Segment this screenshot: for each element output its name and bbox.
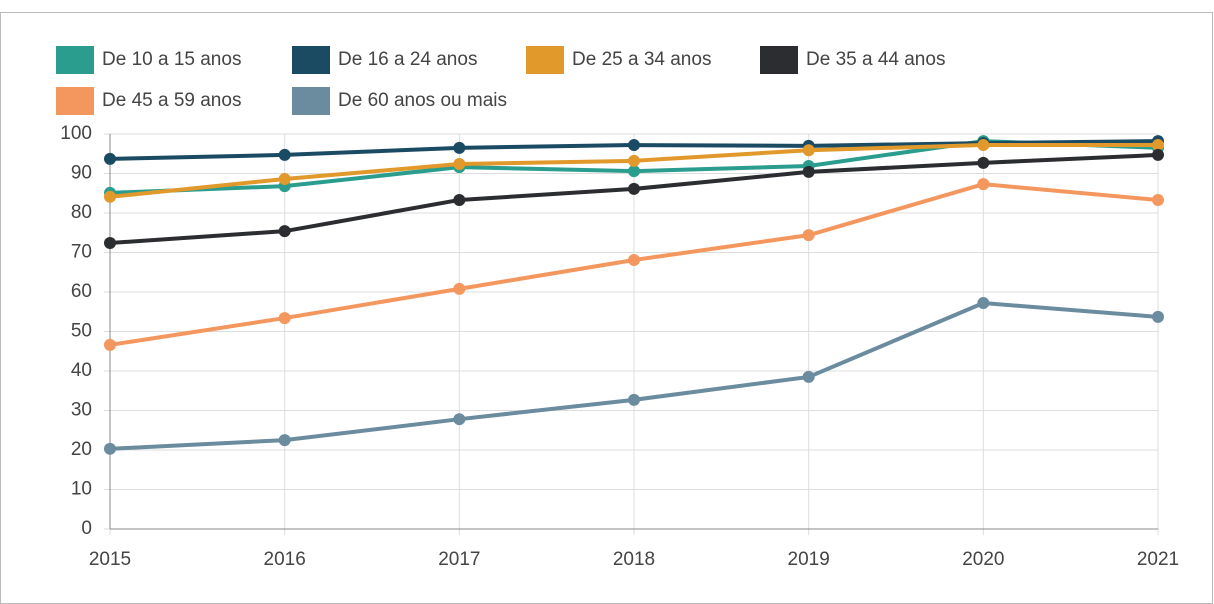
y-tick-label: 0 bbox=[81, 518, 92, 539]
legend-label: De 10 a 15 anos bbox=[102, 49, 241, 70]
x-tick-label: 2017 bbox=[438, 549, 480, 570]
legend-swatch bbox=[292, 87, 330, 115]
point bbox=[278, 434, 291, 447]
point bbox=[278, 225, 291, 238]
y-tick-label: 60 bbox=[71, 281, 92, 302]
y-tick-label: 80 bbox=[71, 202, 92, 223]
point bbox=[977, 139, 990, 152]
point bbox=[278, 148, 291, 161]
point bbox=[977, 156, 990, 169]
point bbox=[453, 413, 466, 426]
point bbox=[104, 190, 116, 203]
point bbox=[628, 154, 640, 167]
x-tick-label: 2019 bbox=[788, 549, 830, 570]
point bbox=[628, 139, 640, 152]
y-tick-label: 30 bbox=[71, 400, 92, 421]
point bbox=[104, 237, 116, 250]
point bbox=[1152, 139, 1164, 152]
legend-swatch bbox=[292, 46, 330, 74]
point bbox=[802, 144, 815, 157]
point bbox=[453, 141, 466, 154]
legend-label: De 60 anos ou mais bbox=[338, 90, 507, 111]
y-tick-label: 10 bbox=[71, 479, 92, 500]
legend-swatch bbox=[526, 46, 564, 74]
point bbox=[453, 158, 466, 171]
x-tick-label: 2016 bbox=[264, 549, 306, 570]
legend-label: De 45 a 59 anos bbox=[102, 90, 241, 111]
legend-label: De 35 a 44 anos bbox=[806, 49, 945, 70]
point bbox=[628, 254, 640, 267]
point bbox=[104, 152, 116, 165]
legend-label: De 16 a 24 anos bbox=[338, 49, 477, 70]
y-tick-label: 20 bbox=[71, 439, 92, 460]
point bbox=[628, 165, 640, 178]
point bbox=[278, 173, 291, 186]
x-tick-label: 2021 bbox=[1137, 549, 1179, 570]
point bbox=[802, 165, 815, 178]
legend-label: De 25 a 34 anos bbox=[572, 49, 711, 70]
point bbox=[977, 178, 990, 191]
legend-swatch bbox=[760, 46, 798, 74]
y-tick-label: 90 bbox=[71, 163, 92, 184]
point bbox=[104, 442, 116, 455]
y-tick-label: 40 bbox=[71, 360, 92, 381]
point bbox=[1152, 193, 1164, 206]
point bbox=[104, 338, 116, 351]
y-tick-label: 100 bbox=[60, 123, 92, 144]
point bbox=[977, 297, 990, 310]
point bbox=[453, 193, 466, 206]
point bbox=[1152, 148, 1164, 161]
x-tick-label: 2018 bbox=[613, 549, 655, 570]
point bbox=[802, 229, 815, 242]
point bbox=[628, 182, 640, 195]
point bbox=[453, 282, 466, 295]
point bbox=[1152, 310, 1164, 323]
x-tick-label: 2020 bbox=[962, 549, 1004, 570]
point bbox=[628, 393, 640, 406]
point bbox=[802, 370, 815, 383]
y-tick-label: 50 bbox=[71, 321, 92, 342]
legend-swatch bbox=[56, 46, 94, 74]
legend-swatch bbox=[56, 87, 94, 115]
point bbox=[278, 312, 291, 325]
y-tick-label: 70 bbox=[71, 242, 92, 263]
x-tick-label: 2015 bbox=[89, 549, 131, 570]
